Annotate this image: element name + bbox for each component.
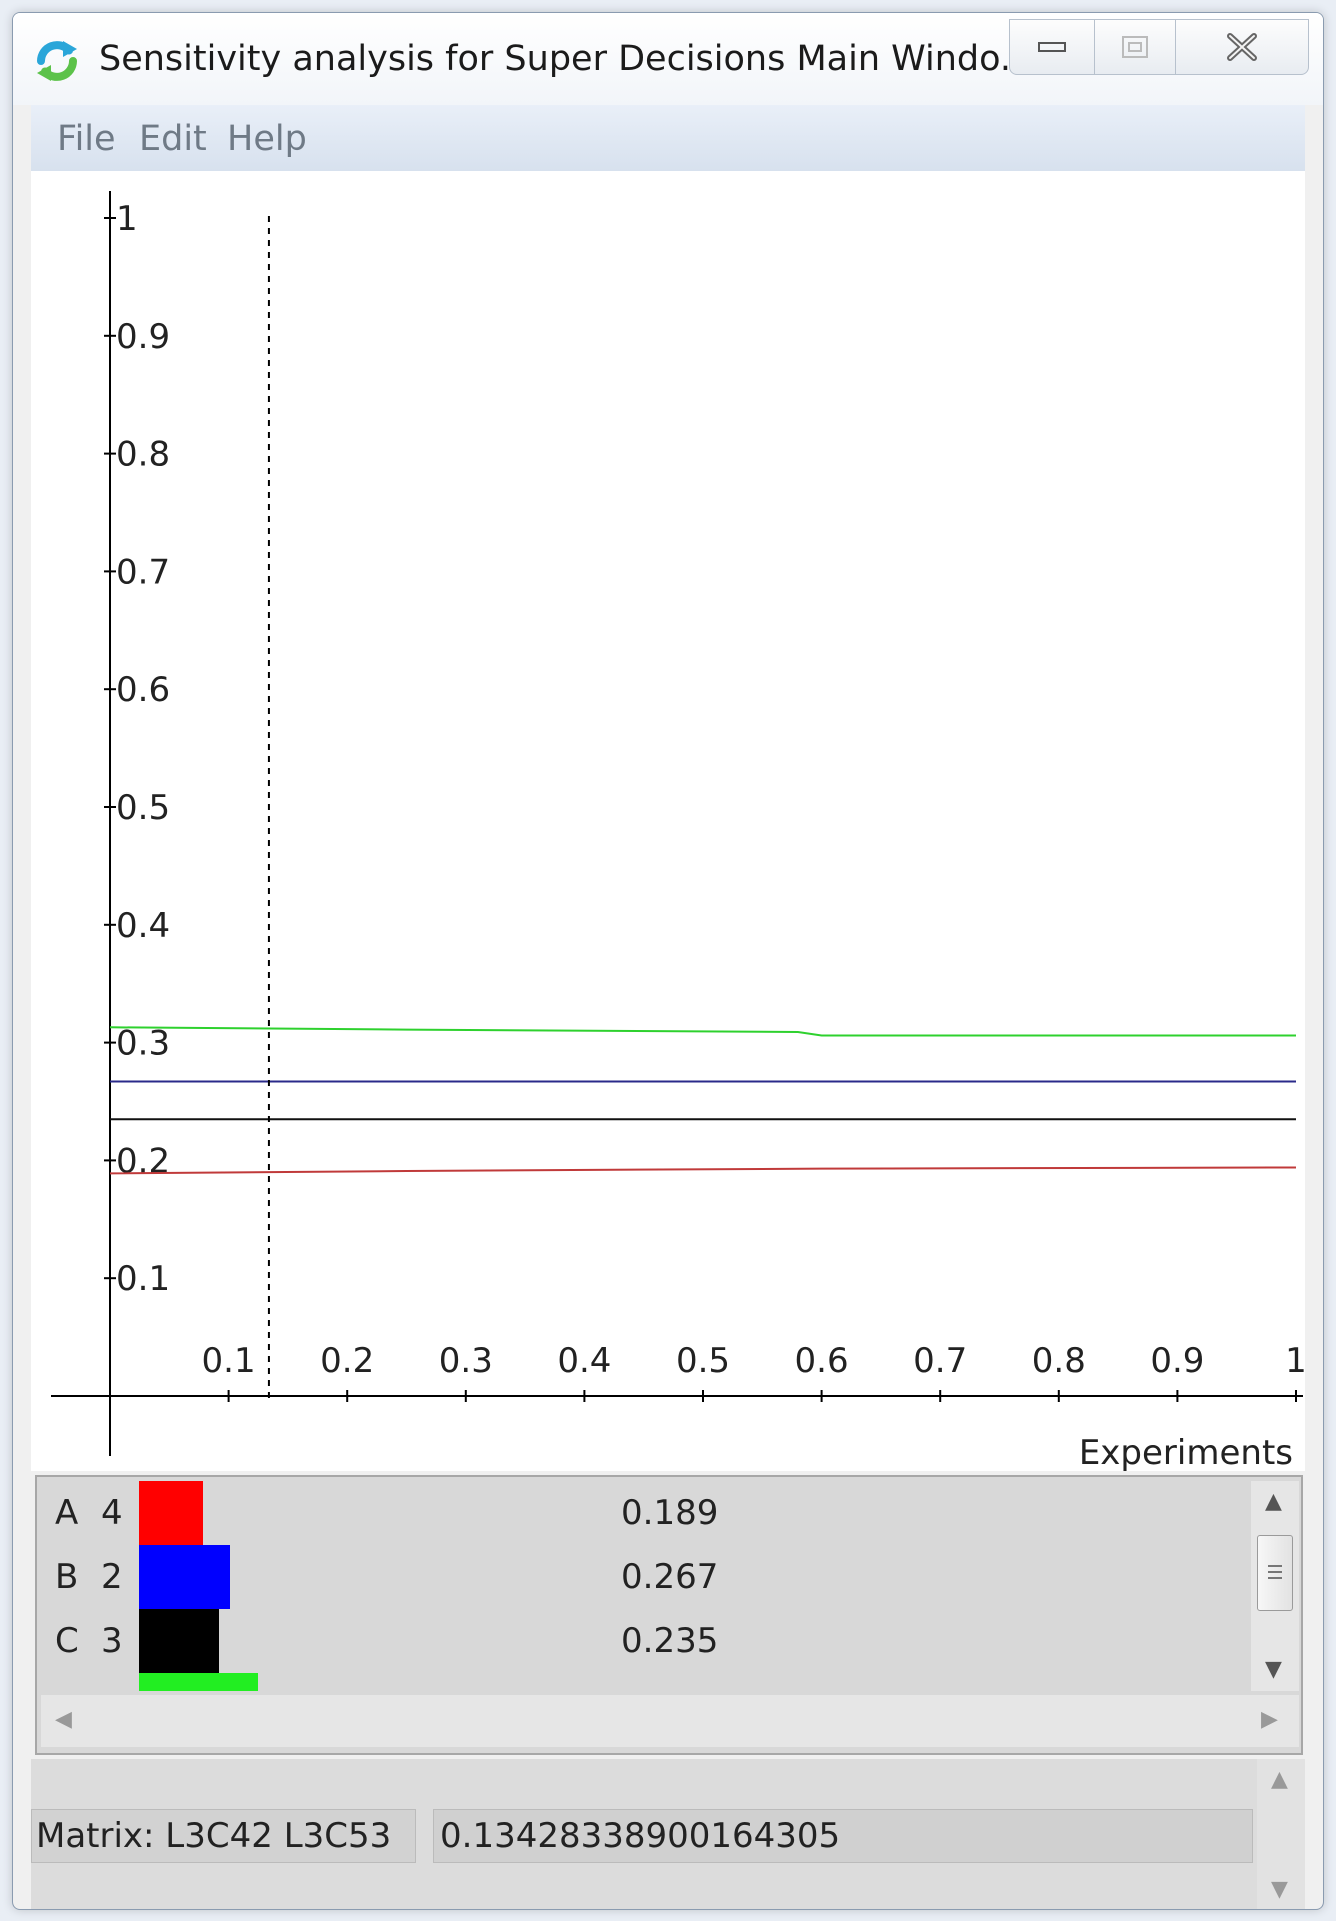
series-line — [109, 1026, 1296, 1037]
sensitivity-window: Sensitivity analysis for Super Decisions… — [12, 12, 1324, 1910]
legend-number: 4 — [101, 1493, 123, 1533]
window-title: Sensitivity analysis for Super Decisions… — [99, 39, 1034, 79]
x-tick-label: 0.9 — [1150, 1341, 1204, 1381]
y-tick-label: 0.9 — [116, 317, 170, 357]
legend-value: 0.235 — [621, 1621, 719, 1661]
menu-edit[interactable]: Edit — [139, 119, 207, 159]
x-tick-label: 0.7 — [913, 1341, 967, 1381]
matrix-label: Matrix: L3C42 L3C53 — [31, 1809, 416, 1863]
legend-horizontal-scrollbar[interactable]: ◀ ▶ — [41, 1695, 1299, 1747]
legend-panel: A 4 0.189 B 2 0.267 C 3 0.235 ▲ — [35, 1475, 1303, 1755]
title-bar[interactable]: Sensitivity analysis for Super Decisions… — [13, 13, 1323, 105]
x-tick-label: 0.1 — [202, 1341, 256, 1381]
scroll-down-icon[interactable]: ▼ — [1271, 1877, 1288, 1902]
legend-vertical-scrollbar[interactable]: ▲ ▼ — [1251, 1481, 1299, 1691]
close-icon — [1227, 33, 1257, 61]
scroll-up-icon[interactable]: ▲ — [1265, 1489, 1282, 1514]
legend-value: 0.189 — [621, 1493, 719, 1533]
maximize-button[interactable] — [1094, 19, 1176, 75]
legend-row-a[interactable]: A 4 0.189 — [41, 1481, 1231, 1545]
y-tick-label: 0.3 — [116, 1024, 170, 1064]
y-tick-label: 0.2 — [116, 1141, 170, 1181]
maximize-icon — [1122, 36, 1148, 58]
y-tick-label: 1 — [116, 199, 138, 239]
status-vertical-scrollbar[interactable]: ▲ ▼ — [1257, 1759, 1305, 1909]
x-tick-label: 1 — [1285, 1341, 1305, 1381]
legend-bar — [139, 1545, 230, 1609]
menu-bar: File Edit Help — [31, 105, 1305, 172]
legend-bar — [139, 1673, 258, 1691]
x-tick-label: 0.6 — [795, 1341, 849, 1381]
sensitivity-chart[interactable]: 0.1 0.2 0.3 0.4 0.5 0.6 0.7 0.8 0.9 1 0.1 0.2 0.3 0.4… — [31, 171, 1305, 1471]
menu-help[interactable]: Help — [227, 119, 307, 159]
legend-letter: B — [55, 1557, 79, 1597]
legend-row-c[interactable]: C 3 0.235 — [41, 1609, 1231, 1673]
legend-number: 3 — [101, 1621, 123, 1661]
scroll-up-icon[interactable]: ▲ — [1271, 1767, 1288, 1792]
x-tick-label: 0.3 — [439, 1341, 493, 1381]
y-tick-label: 0.8 — [116, 435, 170, 475]
legend-row-partial[interactable] — [41, 1673, 1231, 1691]
close-button[interactable] — [1175, 19, 1309, 75]
x-tick-label: 0.2 — [320, 1341, 374, 1381]
refresh-icon — [37, 41, 77, 81]
x-axis-label: Experiments — [1079, 1433, 1293, 1471]
legend-letter: A — [55, 1493, 79, 1533]
minimize-icon — [1038, 42, 1066, 52]
matrix-value-field[interactable]: 0.13428338900164305 — [433, 1809, 1253, 1863]
y-tick-label: 0.6 — [116, 670, 170, 710]
series-line — [109, 1166, 1297, 1175]
status-bar: Matrix: L3C42 L3C53 0.13428338900164305 … — [31, 1759, 1305, 1909]
legend-bar — [139, 1481, 203, 1545]
y-tick-label: 0.1 — [116, 1259, 170, 1299]
scroll-down-icon[interactable]: ▼ — [1265, 1657, 1282, 1682]
x-tick-label: 0.8 — [1032, 1341, 1086, 1381]
menu-file[interactable]: File — [57, 119, 116, 159]
scroll-left-icon[interactable]: ◀ — [55, 1707, 72, 1732]
scroll-right-icon[interactable]: ▶ — [1261, 1707, 1278, 1732]
minimize-button[interactable] — [1009, 19, 1095, 75]
legend-letter: C — [55, 1621, 79, 1661]
y-tick-label: 0.5 — [116, 788, 170, 828]
legend-row-b[interactable]: B 2 0.267 — [41, 1545, 1231, 1609]
legend-list: A 4 0.189 B 2 0.267 C 3 0.235 — [41, 1481, 1231, 1691]
y-tick-label: 0.7 — [116, 552, 170, 592]
scroll-thumb[interactable] — [1257, 1535, 1293, 1611]
legend-number: 2 — [101, 1557, 123, 1597]
legend-bar — [139, 1609, 219, 1673]
x-tick-label: 0.4 — [557, 1341, 611, 1381]
y-tick-label: 0.4 — [116, 906, 170, 946]
x-tick-label: 0.5 — [676, 1341, 730, 1381]
legend-value: 0.267 — [621, 1557, 719, 1597]
sensitivity-plot[interactable]: 0.1 0.2 0.3 0.4 0.5 0.6 0.7 0.8 0.9 1 0.1 0.2 0.3 0.4… — [31, 171, 1305, 1471]
grip-icon — [1268, 1565, 1282, 1579]
